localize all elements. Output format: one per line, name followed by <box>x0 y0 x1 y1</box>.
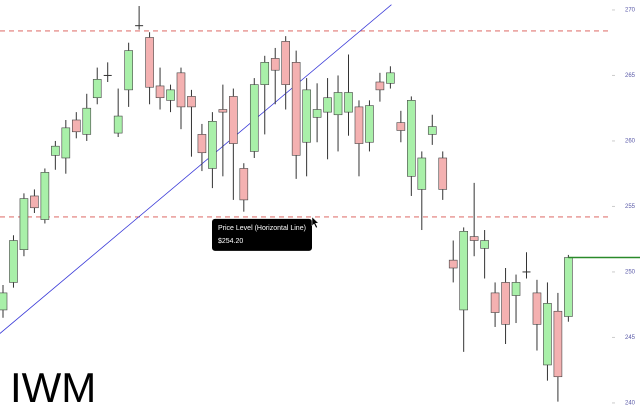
candle-body <box>564 257 573 317</box>
y-tick-label: 245 <box>625 335 636 341</box>
candle-body <box>92 79 102 99</box>
candle-body <box>438 157 448 190</box>
y-tick-label: 270 <box>625 8 636 14</box>
y-tick-label: 240 <box>625 401 636 407</box>
candle-body <box>448 259 458 269</box>
y-tick-label: 250 <box>625 270 636 276</box>
candle-body <box>124 50 133 91</box>
candle-body <box>249 84 259 152</box>
candle-body <box>166 89 175 101</box>
candle-body <box>459 231 468 311</box>
candle-body <box>291 62 301 156</box>
candle-body <box>187 96 196 108</box>
candle-body <box>333 92 343 116</box>
candle-body <box>543 303 552 366</box>
candle-body <box>208 120 217 169</box>
candle-body <box>82 107 92 135</box>
candle-body <box>553 310 563 378</box>
candle-body <box>312 109 322 118</box>
candle-body <box>427 126 437 135</box>
trendline <box>0 4 392 334</box>
candle-body <box>260 62 270 85</box>
candle-body <box>407 100 416 177</box>
y-tick-label: 265 <box>625 73 636 79</box>
candle-body <box>375 81 385 91</box>
candle-body <box>0 292 8 311</box>
candle-body <box>40 172 50 220</box>
candle-body <box>365 105 374 143</box>
candle-body <box>344 92 353 113</box>
candle-body <box>145 37 154 88</box>
candle-body <box>480 240 489 249</box>
tooltip-title: Price Level (Horizontal Line) <box>218 225 306 232</box>
tooltip-box <box>212 218 312 251</box>
candle-body <box>490 292 500 313</box>
tooltip: Price Level (Horizontal Line) $254.20 <box>212 216 320 251</box>
candle-body <box>386 72 395 84</box>
candle-body <box>281 41 290 85</box>
candle-body <box>176 72 186 108</box>
chart-title: IWM <box>10 364 96 411</box>
candle-body <box>501 282 510 325</box>
candle-body <box>19 198 29 250</box>
candle-body <box>270 58 280 71</box>
candle-body <box>302 89 311 143</box>
candle-body <box>354 106 364 144</box>
cursor <box>311 216 320 229</box>
candle-body <box>511 282 521 296</box>
candle-body <box>9 240 18 283</box>
candle-body <box>469 236 479 241</box>
candle-body <box>30 195 39 209</box>
candle-body <box>396 122 406 131</box>
candle-body <box>417 157 427 190</box>
candle-body <box>229 96 238 144</box>
candle-body <box>532 292 542 325</box>
candle-body <box>113 115 123 134</box>
candle-body <box>323 97 332 113</box>
tooltip-value: $254.20 <box>218 238 243 245</box>
candle-body <box>218 109 228 113</box>
y-tick-label: 260 <box>625 139 636 145</box>
candle-body <box>61 127 71 159</box>
candle-body <box>71 119 81 133</box>
candle-body <box>197 134 207 154</box>
candle-body <box>51 145 60 156</box>
y-tick-label: 255 <box>625 204 636 210</box>
candle-body <box>155 85 165 99</box>
candle-body <box>239 168 249 201</box>
